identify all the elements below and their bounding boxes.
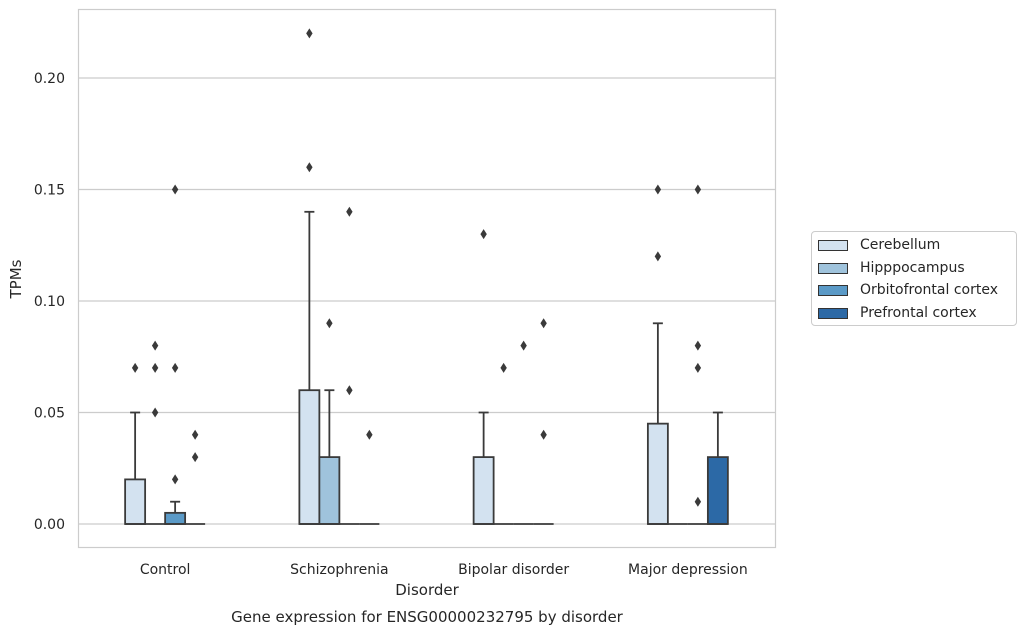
box-orbitofrontal-cortex bbox=[339, 206, 360, 525]
box-body bbox=[706, 456, 729, 525]
x-tick-label: Schizophrenia bbox=[290, 562, 388, 578]
y-tick-labels: 0.00 0.05 0.10 0.15 0.20 bbox=[34, 71, 65, 533]
outlier-point bbox=[191, 452, 199, 463]
legend-swatch bbox=[818, 285, 848, 296]
box-cerebellum bbox=[472, 229, 495, 525]
legend-item: Cerebellum bbox=[818, 236, 1016, 259]
outlier-point bbox=[151, 407, 159, 418]
legend-item: Orbitofrontal cortex bbox=[818, 281, 1016, 304]
legend-item: Prefrontal cortex bbox=[818, 304, 1016, 327]
outlier-point bbox=[346, 385, 353, 396]
outlier-point bbox=[171, 474, 179, 485]
box-body bbox=[646, 422, 669, 525]
outlier-point bbox=[306, 28, 313, 39]
outlier-point bbox=[540, 429, 547, 440]
outlier-point bbox=[694, 184, 702, 195]
box-body bbox=[124, 478, 147, 525]
y-tick-label: 0.15 bbox=[34, 183, 65, 199]
box-body bbox=[318, 456, 341, 525]
outlier-point bbox=[151, 340, 159, 351]
legend-label: Orbitofrontal cortex bbox=[860, 282, 998, 298]
box-hipppocampus bbox=[145, 340, 166, 525]
box-body bbox=[472, 456, 495, 525]
x-tick-label: Major depression bbox=[628, 562, 748, 578]
chart-title: Gene expression for ENSG00000232795 by d… bbox=[231, 608, 624, 626]
outlier-point bbox=[520, 340, 527, 351]
box-prefrontal-cortex bbox=[359, 429, 380, 525]
legend-label: Hipppocampus bbox=[860, 259, 965, 276]
box-cerebellum bbox=[646, 184, 669, 525]
outlier-point bbox=[171, 362, 179, 373]
box-hipppocampus bbox=[493, 362, 514, 525]
x-tick-label: Control bbox=[140, 562, 191, 578]
outlier-point bbox=[654, 184, 662, 195]
boxes-layer bbox=[124, 28, 729, 525]
y-tick-label: 0.05 bbox=[34, 406, 65, 422]
outlier-point bbox=[480, 229, 487, 240]
outlier-point bbox=[540, 318, 547, 329]
y-tick-label: 0.10 bbox=[34, 294, 65, 310]
outlier-point bbox=[694, 362, 702, 373]
x-axis-label: Disorder bbox=[395, 581, 459, 599]
y-tick-label: 0.20 bbox=[34, 71, 65, 87]
box-prefrontal-cortex bbox=[185, 429, 206, 525]
outlier-point bbox=[171, 184, 179, 195]
legend-label: Cerebellum bbox=[860, 237, 941, 253]
outlier-point bbox=[654, 251, 662, 262]
box-orbitofrontal-cortex bbox=[513, 340, 534, 525]
outlier-point bbox=[151, 362, 159, 373]
x-tick-labels: Control Schizophrenia Bipolar disorder Majo… bbox=[140, 562, 748, 578]
box-body bbox=[298, 389, 321, 525]
legend-item: Hipppocampus bbox=[818, 259, 1016, 282]
outlier-point bbox=[694, 496, 702, 507]
y-tick-label: 0.00 bbox=[34, 517, 65, 533]
legend-label: Prefrontal cortex bbox=[860, 304, 977, 321]
outlier-point bbox=[306, 162, 313, 173]
legend-swatch bbox=[818, 307, 848, 319]
plot-frame bbox=[77, 8, 777, 549]
legend-swatch bbox=[818, 262, 848, 274]
outlier-point bbox=[500, 362, 507, 373]
outlier-point bbox=[131, 362, 139, 373]
box-body bbox=[164, 511, 187, 525]
gridlines bbox=[78, 77, 775, 525]
box-orbitofrontal-cortex bbox=[687, 184, 708, 525]
outlier-point bbox=[191, 429, 199, 440]
box-orbitofrontal-cortex bbox=[164, 184, 187, 525]
box-cerebellum bbox=[124, 362, 147, 525]
legend: Cerebellum Hipppocampus Orbitofrontal cort… bbox=[811, 231, 1017, 326]
box-hipppocampus bbox=[318, 318, 341, 525]
outlier-point bbox=[346, 206, 353, 217]
legend-swatch bbox=[818, 240, 848, 251]
box-cerebellum bbox=[298, 28, 321, 525]
outlier-point bbox=[366, 429, 373, 440]
box-prefrontal-cortex bbox=[706, 411, 729, 525]
box-prefrontal-cortex bbox=[533, 318, 554, 525]
outlier-point bbox=[694, 340, 702, 351]
x-tick-label: Bipolar disorder bbox=[458, 562, 569, 578]
y-axis-label: TPMs bbox=[7, 259, 25, 299]
outlier-point bbox=[326, 318, 333, 329]
